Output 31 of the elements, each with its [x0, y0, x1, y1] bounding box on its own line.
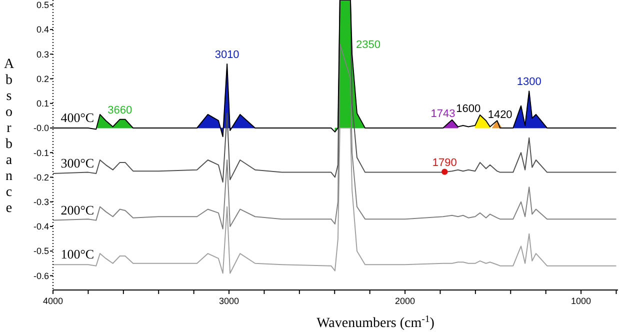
- y-tick-label: -0.0: [33, 123, 49, 134]
- annotation: 1743: [430, 108, 456, 120]
- y-tick-label: 0.2: [36, 74, 49, 84]
- y-tick-label: -0.6: [33, 270, 49, 281]
- y-tick-label: 0.1: [36, 98, 49, 109]
- annotation: 1600: [456, 102, 481, 115]
- y-tick-label: -0.2: [33, 172, 49, 182]
- annotation: 1420: [488, 108, 512, 121]
- text: Absorbance: [4, 57, 14, 216]
- annotation: 3660: [108, 104, 132, 116]
- annotation: 2350: [356, 39, 381, 52]
- y-tick-label: -0.4: [33, 222, 49, 232]
- series-label: 100°C: [60, 246, 94, 262]
- line-series: [53, 128, 617, 274]
- series-label: 400°C: [60, 110, 94, 125]
- annotation: 1300: [516, 76, 542, 88]
- annotation: 3010: [214, 49, 240, 61]
- y-tick-label: 0.3: [36, 49, 49, 60]
- series-label: 300°C: [60, 156, 94, 171]
- x-tick-label: 1000: [571, 296, 592, 306]
- x-tick-label: 3000: [218, 296, 240, 306]
- y-tick-label: 0.4: [36, 24, 49, 35]
- y-tick-label: -0.1: [33, 148, 49, 158]
- y-tick-label: -0.3: [33, 196, 49, 207]
- y-tick-label: -0.5: [33, 246, 49, 256]
- x-tick-label: 4000: [42, 296, 64, 306]
- x-tick-label: 2000: [395, 296, 416, 306]
- series-label: 200°C: [60, 202, 94, 218]
- y-tick-label: 0.5: [36, 0, 49, 10]
- x-axis-title: Wavenumbers (cm$^{-1}$): [316, 314, 435, 331]
- annotation: 1790: [432, 156, 457, 169]
